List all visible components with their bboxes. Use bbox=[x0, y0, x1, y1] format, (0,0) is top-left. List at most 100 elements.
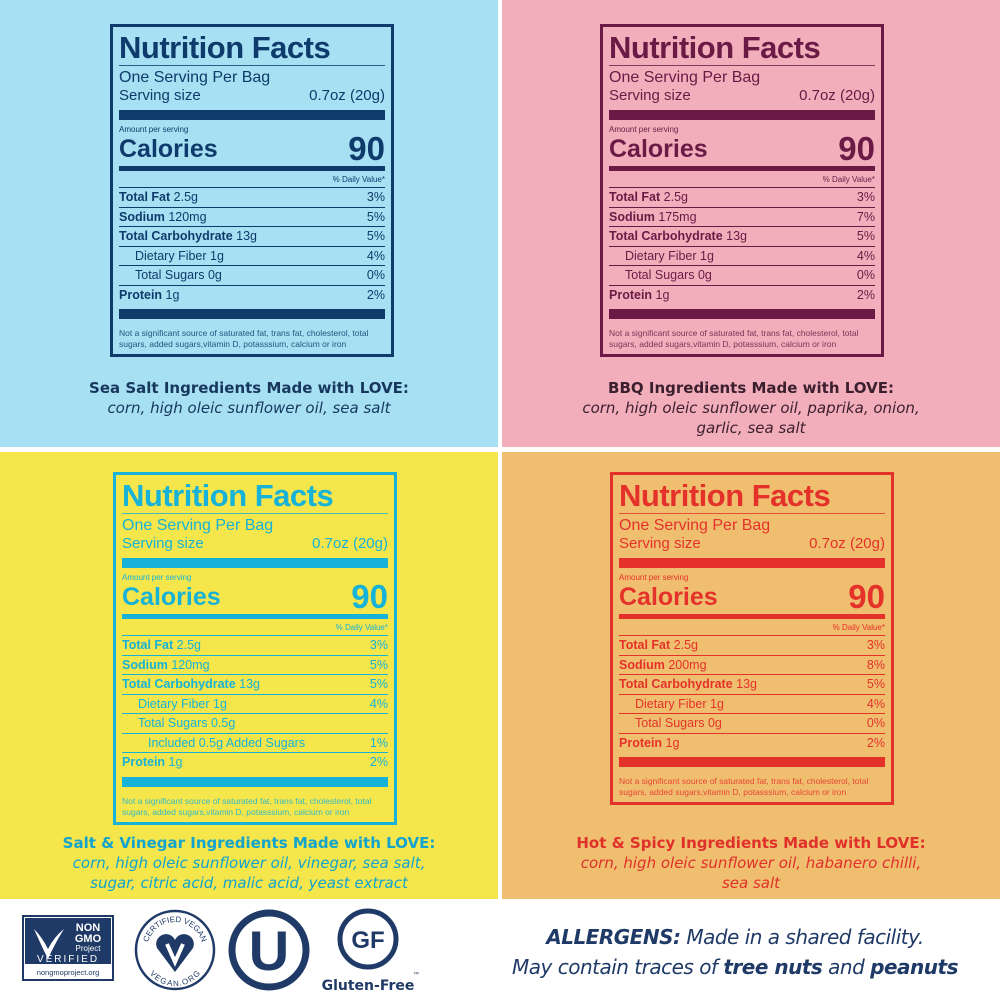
nutrient-row: Dietary Fiber 1g 4% bbox=[619, 693, 885, 714]
nutrient-name: Sodium bbox=[609, 209, 655, 224]
calories-label: Calories bbox=[122, 583, 221, 611]
nutrient-amount: 2.5g bbox=[673, 638, 698, 652]
nutrient-name: Total Fat bbox=[119, 190, 171, 204]
nutrient-name-cell: Total Sugars 0g bbox=[609, 266, 712, 285]
serving-size-row: Serving size 0.7oz (20g) bbox=[609, 87, 875, 105]
allergen-tree-nuts: tree nuts bbox=[723, 955, 823, 979]
nutrient-name-cell: Total Fat 2.5g bbox=[122, 636, 201, 655]
svg-text:U: U bbox=[249, 919, 289, 982]
nutrient-daily-value: 5% bbox=[366, 209, 385, 224]
footnote: Not a significant source of saturated fa… bbox=[119, 328, 369, 349]
medium-divider bbox=[122, 614, 388, 619]
daily-value-header: % Daily Value* bbox=[832, 623, 885, 632]
nutrient-daily-value: 1% bbox=[369, 735, 388, 750]
nutrient-amount: 2.5g bbox=[176, 638, 201, 652]
nutrient-amount: 13g bbox=[736, 677, 758, 691]
nutrient-daily-value: 0% bbox=[856, 268, 875, 282]
gluten-free-logo: GF Gluten-Free ™ bbox=[322, 908, 419, 994]
amount-per-serving: Amount per serving bbox=[122, 573, 192, 582]
serving-size-label: Serving size bbox=[609, 87, 691, 104]
nutrient-daily-value: 5% bbox=[369, 657, 388, 672]
nutrient-row: Total Fat 2.5g 3% bbox=[119, 187, 385, 207]
nutrient-name-cell: Sodium 120mg bbox=[122, 656, 210, 675]
label-title: Nutrition Facts bbox=[609, 30, 821, 65]
nutrient-name: Total Fat bbox=[619, 638, 671, 652]
daily-value-header: % Daily Value* bbox=[335, 623, 388, 632]
nutrient-daily-value: 5% bbox=[866, 677, 885, 691]
thick-divider bbox=[119, 110, 385, 120]
nutrient-amount: 200mg bbox=[668, 657, 707, 672]
panel-bbq: Nutrition Facts One Serving Per Bag Servin… bbox=[502, 0, 1000, 447]
panel-hot-spicy: Nutrition Facts One Serving Per Bag Servin… bbox=[502, 452, 1000, 899]
nutrient-row: Dietary Fiber 1g 4% bbox=[119, 245, 385, 266]
nutrient-daily-value: 0% bbox=[366, 268, 385, 282]
nutrient-row: Total Sugars 0.5g bbox=[122, 713, 388, 733]
calories-row: Calories 90 bbox=[619, 580, 885, 613]
nutrient-row: Sodium 120mg 5% bbox=[119, 206, 385, 227]
nutrient-daily-value: 2% bbox=[866, 735, 885, 750]
nutrient-name: Dietary Fiber bbox=[625, 248, 697, 263]
nutrient-name-cell: Total Fat 2.5g bbox=[609, 188, 688, 207]
svg-text:nongmoproject.org: nongmoproject.org bbox=[37, 968, 100, 977]
nutrient-name-cell: Total Fat 2.5g bbox=[619, 636, 698, 655]
calories-row: Calories 90 bbox=[122, 578, 388, 615]
nutrient-daily-value: 5% bbox=[856, 229, 875, 243]
nutrient-daily-value: 2% bbox=[856, 287, 875, 302]
nutrient-name: Protein bbox=[119, 287, 163, 302]
nutrient-amount: 2.5g bbox=[663, 190, 688, 204]
thick-divider bbox=[609, 309, 875, 319]
nutrient-amount: 0g bbox=[707, 716, 722, 730]
nutrient-name: Total Sugars bbox=[625, 268, 695, 282]
serving-size-label: Serving size bbox=[119, 87, 201, 104]
nutrient-name-cell: Included 0.5g Added Sugars bbox=[122, 734, 305, 753]
serving-size-value: 0.7oz (20g) bbox=[809, 535, 885, 552]
nutrient-row: Dietary Fiber 1g 4% bbox=[122, 693, 388, 714]
nutrient-daily-value: 7% bbox=[856, 209, 875, 224]
nutrient-amount: 1g bbox=[700, 248, 714, 263]
nutrient-row: Sodium 175mg 7% bbox=[609, 206, 875, 227]
nutrient-daily-value: 3% bbox=[369, 638, 388, 652]
ingredients-heading: Salt & Vinegar Ingredients Made with LOV… bbox=[62, 834, 436, 852]
nutrient-row: Total Carbohydrate 13g 5% bbox=[122, 674, 388, 694]
panel-sea-salt: Nutrition Facts One Serving Per Bag Servin… bbox=[0, 0, 498, 447]
nutrient-amount: 120mg bbox=[168, 209, 207, 224]
nutrient-daily-value: 5% bbox=[369, 677, 388, 691]
calories-row: Calories 90 bbox=[119, 132, 385, 165]
nutrient-name-cell: Dietary Fiber 1g bbox=[619, 695, 724, 714]
allergen-line2: May contain traces of bbox=[512, 955, 718, 979]
nutrient-name-cell: Protein 1g bbox=[609, 286, 669, 305]
ingredients-line: garlic, sea salt bbox=[696, 419, 806, 437]
nutrient-amount: 120mg bbox=[171, 657, 210, 672]
nutrient-name-cell: Total Carbohydrate 13g bbox=[619, 675, 757, 694]
ingredients-heading: Hot & Spicy Ingredients Made with LOVE: bbox=[576, 834, 926, 852]
nutrient-amount: 175mg bbox=[658, 209, 697, 224]
daily-value-header: % Daily Value* bbox=[822, 175, 875, 184]
serving-size-label: Serving size bbox=[619, 535, 701, 552]
footnote: Not a significant source of saturated fa… bbox=[609, 328, 859, 349]
non-gmo-verified-logo: NON GMO Project VERIFIED nongmoproject.o… bbox=[22, 915, 114, 981]
nutrient-name: Sodium bbox=[119, 209, 165, 224]
calories-value: 90 bbox=[351, 578, 388, 615]
thick-divider bbox=[619, 757, 885, 767]
nutrient-row: Dietary Fiber 1g 4% bbox=[609, 245, 875, 266]
nutrient-row: Total Fat 2.5g 3% bbox=[609, 187, 875, 207]
ingredients-line: corn, high oleic sunflower oil, paprika,… bbox=[582, 399, 920, 417]
serving-size-value: 0.7oz (20g) bbox=[309, 87, 385, 104]
nutrient-name: Protein bbox=[122, 755, 166, 769]
nutrient-daily-value: 0% bbox=[866, 716, 885, 730]
thick-divider bbox=[119, 309, 385, 319]
calories-label: Calories bbox=[619, 583, 718, 611]
panel-salt-vinegar: Nutrition Facts One Serving Per Bag Servin… bbox=[0, 452, 498, 899]
allergen-statement: ALLERGENS: Made in a shared facility. Ma… bbox=[470, 922, 1000, 982]
nutrient-name: Total Fat bbox=[609, 190, 661, 204]
svg-text:Gluten-Free: Gluten-Free bbox=[322, 978, 415, 994]
nutrient-daily-value: 4% bbox=[866, 696, 885, 711]
nutrient-row: Sodium 200mg 8% bbox=[619, 654, 885, 675]
thick-divider bbox=[122, 776, 388, 787]
label-title: Nutrition Facts bbox=[122, 478, 334, 513]
nutrient-daily-value: 3% bbox=[366, 190, 385, 204]
nutrient-amount: 0.5g bbox=[210, 716, 236, 730]
nutrient-name: Total Carbohydrate bbox=[619, 677, 733, 691]
nutrient-name-cell: Total Sugars 0g bbox=[619, 714, 722, 733]
nutrient-name: Dietary Fiber bbox=[135, 248, 207, 263]
